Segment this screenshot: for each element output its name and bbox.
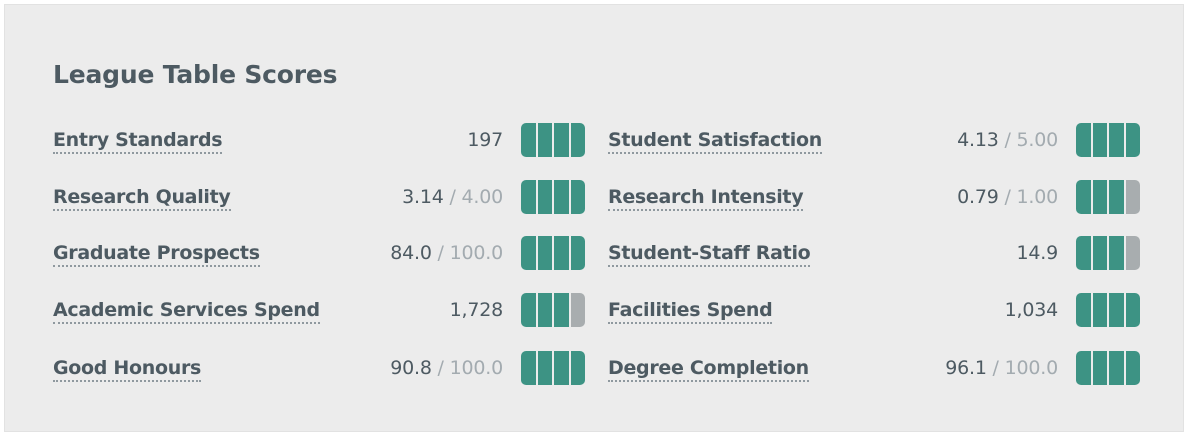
- score-number: 1,728: [449, 299, 504, 321]
- meter-segment-filled: [570, 351, 585, 385]
- meter-segment-filled: [1092, 351, 1109, 385]
- rating-meter: [1076, 236, 1140, 270]
- rating-meter: [1076, 180, 1140, 214]
- meter-segment-filled: [1125, 351, 1140, 385]
- score-value: 1,728: [449, 299, 504, 321]
- score-max: / 100.0: [431, 242, 504, 264]
- score-row-degree-completion: Degree Completion 96.1 / 100.0: [608, 351, 1140, 387]
- meter-segment-filled: [554, 351, 571, 385]
- score-value: 14.9: [1016, 242, 1058, 264]
- score-number: 96.1: [945, 357, 987, 379]
- score-value: 197: [467, 129, 503, 151]
- score-row-facilities-spend: Facilities Spend 1,034: [608, 293, 1140, 329]
- score-row-student-satisfaction: Student Satisfaction 4.13 / 5.00: [608, 123, 1140, 159]
- score-label[interactable]: Student-Staff Ratio: [608, 242, 811, 267]
- meter-segment-filled: [1076, 293, 1093, 327]
- score-row-academic-services-spend: Academic Services Spend 1,728: [53, 293, 585, 329]
- meter-segment-filled: [1076, 236, 1093, 270]
- meter-segment-filled: [521, 236, 538, 270]
- score-max: / 1.00: [998, 186, 1058, 208]
- meter-segment-filled: [554, 123, 571, 157]
- meter-segment-filled: [521, 351, 538, 385]
- score-value: 1,034: [1004, 299, 1059, 321]
- meter-segment-filled: [537, 293, 554, 327]
- meter-segment-filled: [521, 180, 538, 214]
- score-label[interactable]: Graduate Prospects: [53, 242, 260, 267]
- score-row-graduate-prospects: Graduate Prospects 84.0 / 100.0: [53, 236, 585, 272]
- score-value: 4.13 / 5.00: [957, 129, 1058, 151]
- section-title: League Table Scores: [53, 60, 338, 89]
- meter-segment-filled: [1092, 123, 1109, 157]
- score-number: 197: [467, 129, 503, 151]
- meter-segment-filled: [1076, 351, 1093, 385]
- score-max: / 4.00: [443, 186, 503, 208]
- meter-segment-empty: [1125, 236, 1140, 270]
- meter-segment-filled: [570, 236, 585, 270]
- score-number: 4.13: [957, 129, 999, 151]
- meter-segment-filled: [1109, 180, 1126, 214]
- score-label[interactable]: Academic Services Spend: [53, 299, 320, 324]
- score-number: 0.79: [957, 186, 999, 208]
- score-value: 96.1 / 100.0: [945, 357, 1058, 379]
- score-value: 90.8 / 100.0: [390, 357, 503, 379]
- meter-segment-filled: [521, 123, 538, 157]
- score-row-research-quality: Research Quality 3.14 / 4.00: [53, 180, 585, 216]
- meter-segment-filled: [1125, 293, 1140, 327]
- rating-meter: [1076, 351, 1140, 385]
- score-row-research-intensity: Research Intensity 0.79 / 1.00: [608, 180, 1140, 216]
- meter-segment-filled: [521, 293, 538, 327]
- score-max: / 100.0: [986, 357, 1059, 379]
- score-row-entry-standards: Entry Standards 197: [53, 123, 585, 159]
- meter-segment-filled: [570, 180, 585, 214]
- score-max: / 100.0: [431, 357, 504, 379]
- meter-segment-filled: [1109, 236, 1126, 270]
- rating-meter: [521, 236, 585, 270]
- score-value: 3.14 / 4.00: [402, 186, 503, 208]
- score-label[interactable]: Degree Completion: [608, 357, 809, 382]
- meter-segment-filled: [1092, 180, 1109, 214]
- score-number: 90.8: [390, 357, 432, 379]
- rating-meter: [1076, 293, 1140, 327]
- meter-segment-filled: [1092, 236, 1109, 270]
- score-value: 84.0 / 100.0: [390, 242, 503, 264]
- meter-segment-filled: [537, 123, 554, 157]
- score-label[interactable]: Entry Standards: [53, 129, 223, 154]
- meter-segment-filled: [1125, 123, 1140, 157]
- score-label[interactable]: Student Satisfaction: [608, 129, 822, 154]
- rating-meter: [521, 180, 585, 214]
- meter-segment-filled: [1076, 180, 1093, 214]
- meter-segment-filled: [537, 351, 554, 385]
- rating-meter: [521, 123, 585, 157]
- rating-meter: [521, 293, 585, 327]
- score-label[interactable]: Facilities Spend: [608, 299, 773, 324]
- rating-meter: [521, 351, 585, 385]
- meter-segment-filled: [554, 180, 571, 214]
- meter-segment-filled: [537, 236, 554, 270]
- score-number: 14.9: [1016, 242, 1058, 264]
- meter-segment-filled: [554, 236, 571, 270]
- score-label[interactable]: Research Quality: [53, 186, 231, 211]
- score-label[interactable]: Research Intensity: [608, 186, 804, 211]
- score-number: 84.0: [390, 242, 432, 264]
- score-row-good-honours: Good Honours 90.8 / 100.0: [53, 351, 585, 387]
- meter-segment-filled: [1109, 351, 1126, 385]
- score-number: 3.14: [402, 186, 444, 208]
- meter-segment-filled: [1109, 123, 1126, 157]
- meter-segment-empty: [570, 293, 585, 327]
- rating-meter: [1076, 123, 1140, 157]
- score-max: / 5.00: [998, 129, 1058, 151]
- meter-segment-filled: [537, 180, 554, 214]
- score-row-student-staff-ratio: Student-Staff Ratio 14.9: [608, 236, 1140, 272]
- score-label[interactable]: Good Honours: [53, 357, 201, 382]
- meter-segment-empty: [1125, 180, 1140, 214]
- meter-segment-filled: [554, 293, 571, 327]
- meter-segment-filled: [1092, 293, 1109, 327]
- score-value: 0.79 / 1.00: [957, 186, 1058, 208]
- meter-segment-filled: [1109, 293, 1126, 327]
- meter-segment-filled: [570, 123, 585, 157]
- score-number: 1,034: [1004, 299, 1059, 321]
- league-table-panel: League Table Scores Entry Standards 197 …: [4, 4, 1184, 432]
- meter-segment-filled: [1076, 123, 1093, 157]
